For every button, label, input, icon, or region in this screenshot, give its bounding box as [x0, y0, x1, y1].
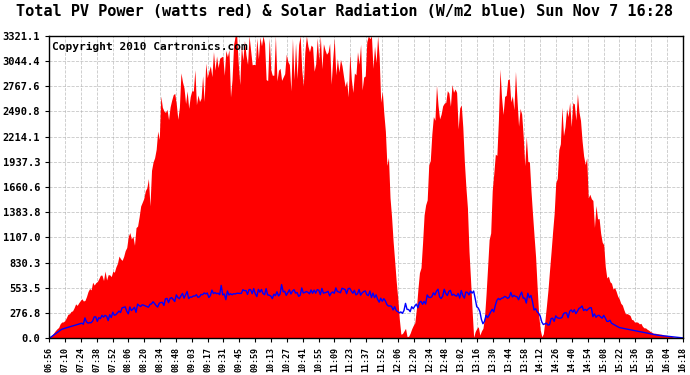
Text: Total PV Power (watts red) & Solar Radiation (W/m2 blue) Sun Nov 7 16:28: Total PV Power (watts red) & Solar Radia… [17, 4, 673, 19]
Text: Copyright 2010 Cartronics.com: Copyright 2010 Cartronics.com [52, 42, 248, 52]
